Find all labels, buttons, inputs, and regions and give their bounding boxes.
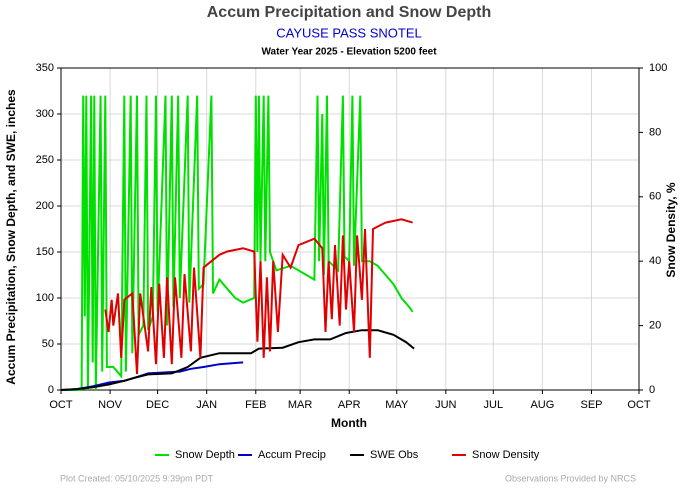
footer-left: Plot Created: 05/10/2025 9:39pm PDT <box>60 473 214 483</box>
series-line <box>104 218 413 374</box>
legend-label: SWE Obs <box>370 449 419 461</box>
x-axis-label: Month <box>331 416 367 430</box>
legend-label: Accum Precip <box>258 449 326 461</box>
x-tick-label: JUL <box>484 399 504 411</box>
plot-frame <box>60 67 640 391</box>
y2-tick-label: 0 <box>649 384 655 396</box>
chart-subtitle: CAYUSE PASS SNOTEL <box>276 25 421 40</box>
y2-tick-label: 20 <box>649 320 661 332</box>
y-tick-label: 50 <box>42 338 54 350</box>
y-tick-label: 100 <box>36 292 54 304</box>
x-tick-label: FEB <box>245 399 266 411</box>
y-tick-label: 250 <box>36 154 54 166</box>
x-tick-label: DEC <box>146 399 169 411</box>
x-tick-label: MAR <box>288 399 313 411</box>
y-tick-label: 300 <box>36 108 54 120</box>
series-line <box>61 95 414 391</box>
x-tick-label: MAY <box>385 399 409 411</box>
x-tick-label: NOV <box>98 399 123 411</box>
x-tick-label: OCT <box>627 399 651 411</box>
y2-tick-label: 80 <box>649 126 661 138</box>
y2-tick-label: 60 <box>649 191 661 203</box>
legend-label: Snow Density <box>472 449 540 461</box>
chart-title: Accum Precipitation and Snow Depth <box>207 4 491 21</box>
y2-axis-label: Snow Density, % <box>664 182 678 277</box>
x-tick-label: JAN <box>196 399 217 411</box>
series-line <box>60 361 244 391</box>
y-tick-label: 150 <box>36 246 54 258</box>
y-axis-label: Accum Precipitation, Snow Depth, and SWE… <box>4 89 18 385</box>
chart-subtitle2: Water Year 2025 - Elevation 5200 feet <box>261 47 437 58</box>
y-tick-label: 0 <box>48 384 54 396</box>
x-tick-label: AUG <box>530 399 554 411</box>
x-tick-label: JUN <box>435 399 456 411</box>
x-tick-label: SEP <box>580 399 602 411</box>
x-tick-label: APR <box>338 399 361 411</box>
legend-label: Snow Depth <box>175 449 235 461</box>
y-tick-label: 200 <box>36 200 54 212</box>
y-tick-label: 350 <box>36 62 54 74</box>
x-tick-label: OCT <box>49 399 73 411</box>
footer-right: Observations Provided by NRCS <box>505 473 636 483</box>
series-line <box>60 329 415 391</box>
y2-tick-label: 100 <box>649 62 667 74</box>
y2-tick-label: 40 <box>649 255 661 267</box>
